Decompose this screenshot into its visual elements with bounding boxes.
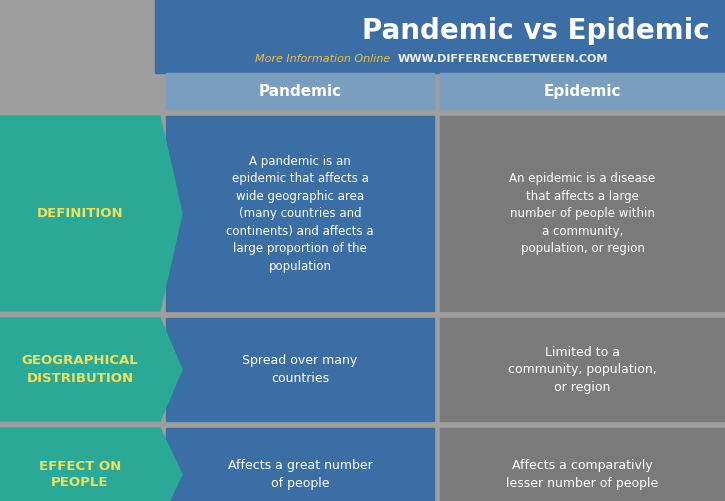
Text: Affects a comparativly
lesser number of people: Affects a comparativly lesser number of … (506, 459, 658, 490)
Text: Limited to a
community, population,
or region: Limited to a community, population, or r… (508, 346, 657, 393)
Text: An epidemic is a disease
that affects a large
number of people within
a communit: An epidemic is a disease that affects a … (510, 172, 655, 255)
Bar (166, 318, 434, 421)
Text: Epidemic: Epidemic (544, 84, 621, 99)
Bar (166, 116, 434, 311)
Bar (440, 73, 725, 109)
Polygon shape (0, 428, 182, 501)
Text: WWW.DIFFERENCEBETWEEN.COM: WWW.DIFFERENCEBETWEEN.COM (398, 54, 608, 64)
Polygon shape (0, 116, 182, 311)
Bar (440, 318, 725, 421)
Text: DEFINITION: DEFINITION (37, 207, 123, 220)
Bar (166, 428, 434, 501)
Text: Affects a great number
of people: Affects a great number of people (228, 459, 373, 490)
Text: More Information Online: More Information Online (254, 54, 390, 64)
Bar (440, 428, 725, 501)
Text: Pandemic: Pandemic (258, 84, 341, 99)
Text: EFFECT ON
PEOPLE: EFFECT ON PEOPLE (39, 459, 121, 489)
Text: Spread over many
countries: Spread over many countries (242, 354, 357, 385)
Text: GEOGRAPHICAL
DISTRIBUTION: GEOGRAPHICAL DISTRIBUTION (22, 355, 138, 384)
Text: Pandemic vs Epidemic: Pandemic vs Epidemic (362, 17, 710, 45)
Polygon shape (0, 318, 182, 421)
Text: A pandemic is an
epidemic that affects a
wide geographic area
(many countries an: A pandemic is an epidemic that affects a… (226, 154, 374, 273)
Bar (155, 0, 725, 73)
Bar (440, 116, 725, 311)
Bar (166, 73, 434, 109)
